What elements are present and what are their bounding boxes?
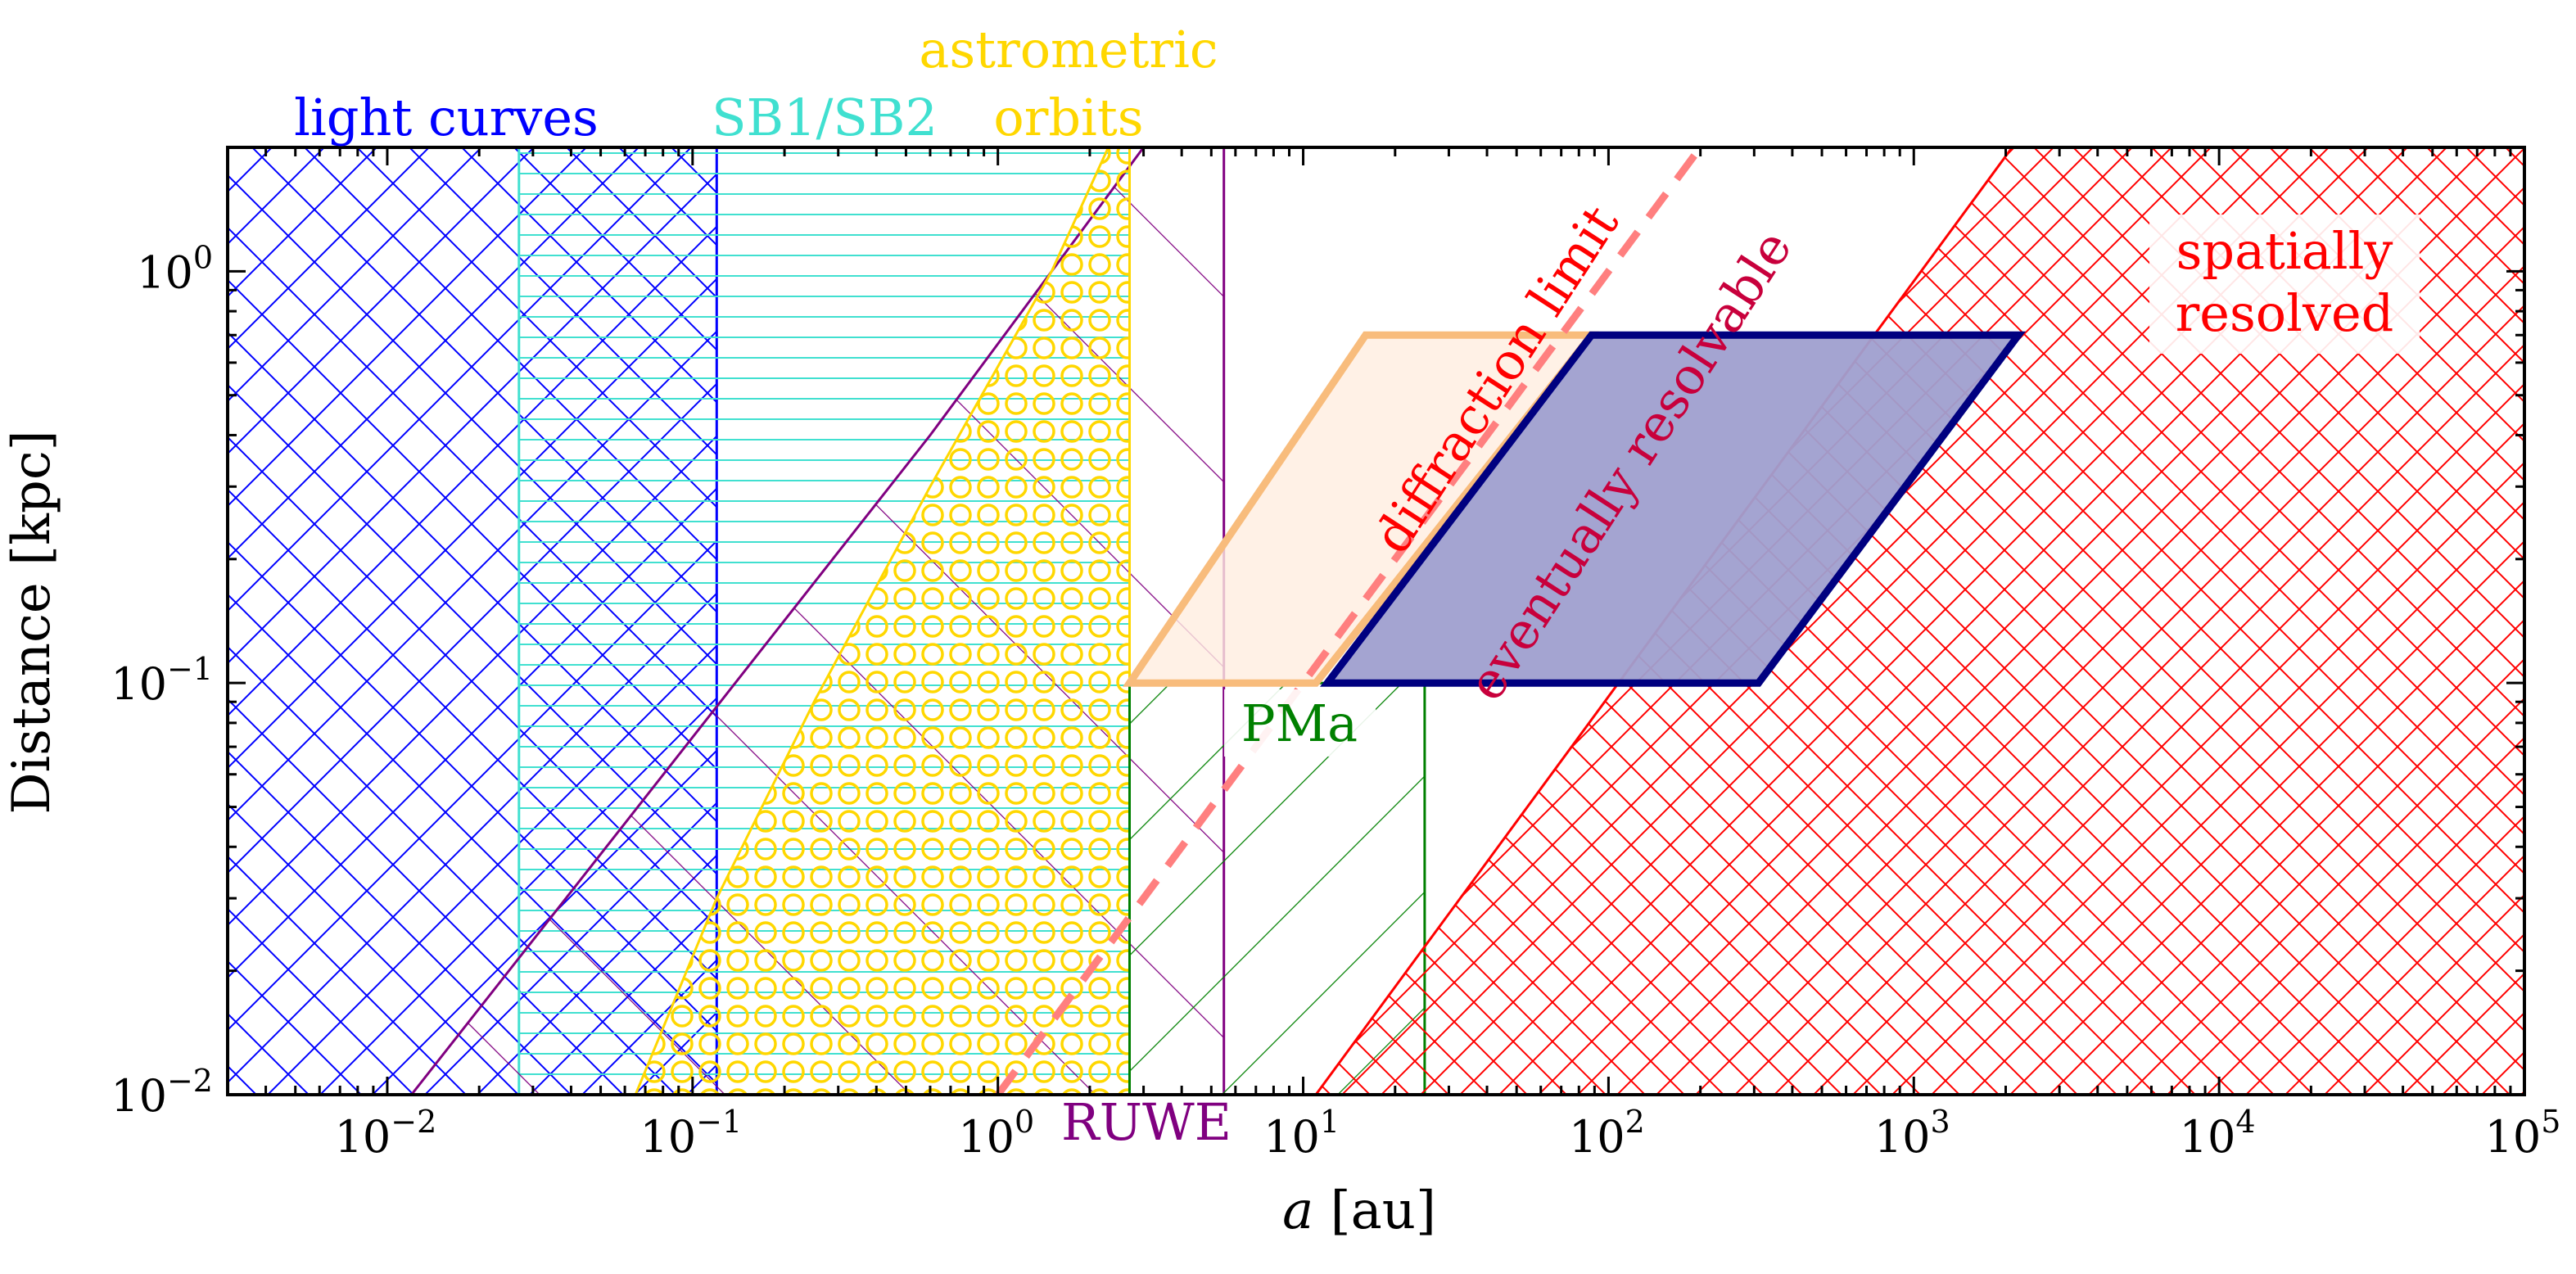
x-tick-label: 10−1 <box>639 1104 742 1163</box>
x-tick-label: 103 <box>1874 1104 1950 1163</box>
spatially-resolved-label-line2: resolved <box>2176 283 2394 343</box>
spatially-resolved-label-line1: spatially <box>2176 221 2393 281</box>
x-tick-label: 101 <box>1263 1104 1340 1163</box>
eventually-resolvable-region <box>1320 331 2026 687</box>
tick-labels: 10−2 10−1 100 101 102 103 104 105 10−2 10−1 100 <box>111 239 2560 1163</box>
astrometric-label-line1: astrometric <box>919 20 1218 79</box>
astrometric-label-line2: orbits <box>993 88 1143 147</box>
ruwe-label: RUWE <box>1061 1092 1232 1152</box>
pma-label: PMa <box>1241 693 1358 753</box>
x-tick-label: 10−2 <box>335 1104 437 1163</box>
y-tick-label: 10−2 <box>111 1063 213 1122</box>
x-tick-label: 100 <box>958 1104 1034 1163</box>
pma-label-bg <box>1224 689 1376 757</box>
y-tick-label: 100 <box>137 239 213 298</box>
light-curves-label: light curves <box>294 88 599 147</box>
x-tick-label: 104 <box>2180 1104 2256 1163</box>
ticks <box>226 146 2526 1096</box>
axes-frame <box>226 146 2526 1096</box>
sb1-sb2-label: SB1/SB2 <box>712 88 938 147</box>
diffraction-limit-line <box>995 147 1704 1095</box>
spatially-resolved-label-bg <box>2149 215 2420 354</box>
y-tick-label: 10−1 <box>111 651 213 710</box>
x-tick-label: 102 <box>1569 1104 1645 1163</box>
y-axis-label: Distance [kpc] <box>2 430 62 814</box>
x-tick-label: 105 <box>2485 1104 2561 1163</box>
x-axis-label: a [au] <box>1282 1181 1436 1241</box>
